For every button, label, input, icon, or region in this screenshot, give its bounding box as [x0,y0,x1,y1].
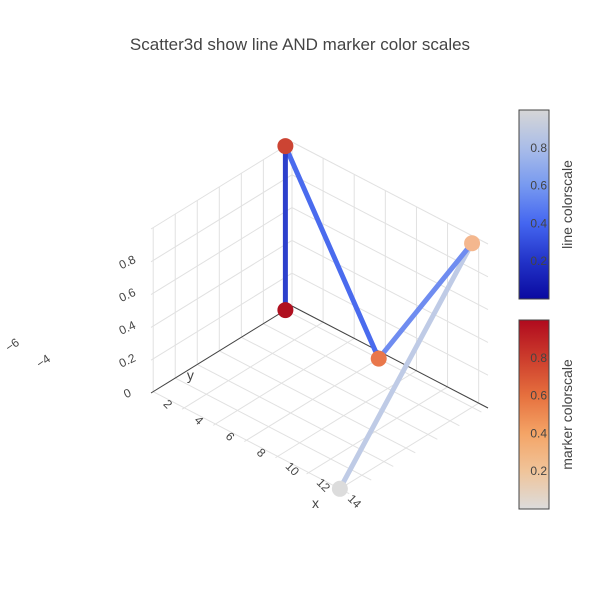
x-tick-label: 10 [283,459,303,479]
grid-line [291,272,489,376]
colorbar-tick-label: 0.6 [530,179,547,193]
chart-title: Scatter3d show line AND marker color sca… [130,35,470,54]
data-point [331,480,348,497]
grid-line [291,239,489,343]
line-segment [337,240,475,492]
y-axis-line [150,305,293,394]
grid-line [212,337,355,426]
grid-line [150,174,293,263]
grid-line [150,141,293,230]
z-tick-label: 0.6 [117,285,138,305]
grid-line [241,336,438,440]
grid-line [291,207,489,311]
colorbar-tick-label: 0.8 [530,351,547,365]
x-tick-label: 8 [254,445,269,460]
colorbar-title: line colorscale [559,160,575,249]
grid-line [197,364,394,467]
axis-layer: 2468101214−16−14−12−10−8−6−400.20.40.60.… [3,252,489,512]
grid-line [219,350,416,454]
x-tick-label: 12 [314,475,334,495]
grid-line [175,377,372,481]
colorbar-tick-label: 0.8 [530,141,547,155]
line-layer [282,143,475,492]
grid-line [337,402,479,491]
data-point [277,138,294,155]
colorbar-tick-label: 0.6 [530,389,547,403]
grid-line [150,239,293,328]
colorbar-tick-label: 0.2 [530,464,547,478]
colorbar-title: marker colorscale [559,359,575,470]
y-tick-label: −6 [3,335,23,355]
y-axis-title: y [187,367,194,383]
colorbar-tick-label: 0.2 [530,254,547,268]
x-tick-label: 2 [161,397,176,412]
z-tick-label: 0.4 [117,318,138,338]
colorbar-rect [518,319,550,510]
grid-line [244,354,386,442]
x-tick-label: 6 [223,429,238,444]
data-point [370,350,387,367]
grid-line [150,207,293,296]
x-axis-title: x [312,495,319,511]
grid-line [150,272,293,361]
x-tick-label: 14 [345,492,365,512]
line-segment [282,143,382,362]
data-point [277,302,294,319]
data-point [464,235,481,252]
z-tick-label: 0.8 [117,252,138,272]
line-segment [376,240,475,362]
grid-line [181,321,324,410]
grid-line [263,323,460,427]
x-axis-line [291,305,489,409]
y-tick-label: −4 [34,351,54,371]
grid-line [152,391,350,495]
x-tick-label: 4 [192,413,207,428]
grid-line [291,141,489,245]
grid-layer [150,141,489,495]
grid-line [306,386,448,475]
marker-layer [277,138,481,497]
colorbar-tick-label: 0.4 [530,216,547,230]
colorbar-rect [518,109,550,300]
colorbar-layer: 0.2 0.4 0.6 0.8 line colorscale 0.2 0.4 0.6 0.8 m… [518,109,575,510]
z-tick-label: 0.2 [117,351,138,371]
z-tick-label: 0 [121,385,133,401]
grid-line [291,174,489,278]
colorbar-tick-label: 0.4 [530,426,547,440]
